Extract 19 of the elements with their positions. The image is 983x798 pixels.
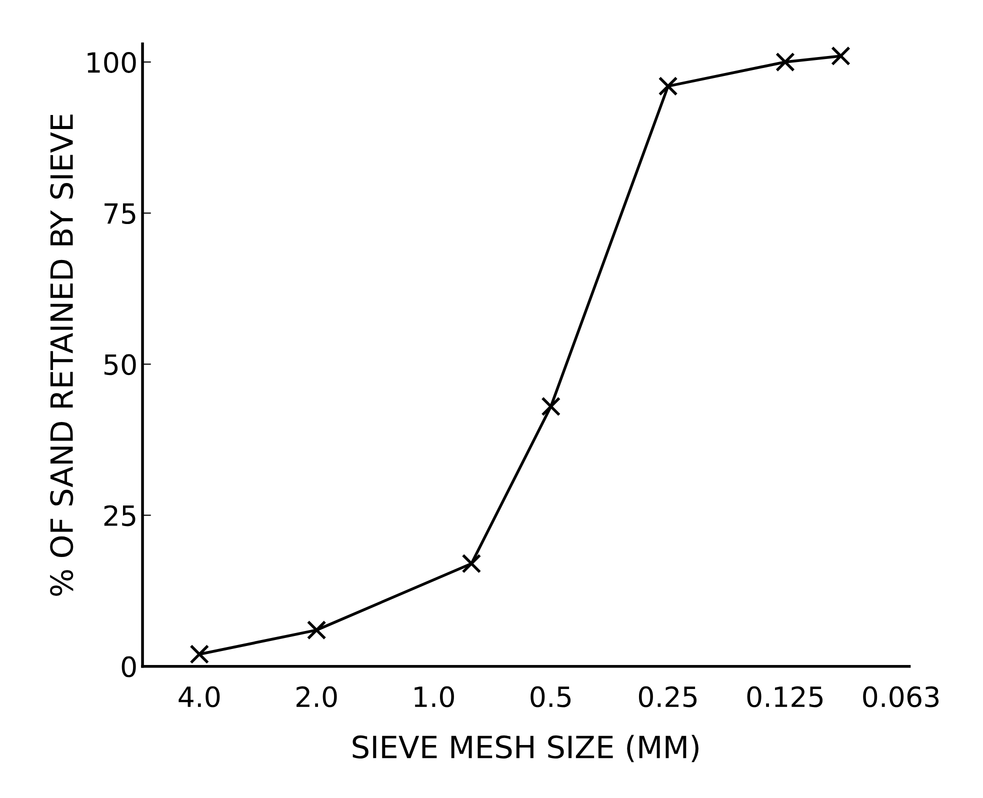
point bbox=[658, 76, 678, 96]
y-tick-label: 50 bbox=[104, 354, 136, 376]
x-tick-label: 2.0 bbox=[296, 686, 337, 708]
point bbox=[306, 620, 326, 640]
point bbox=[190, 644, 210, 664]
x-tick-label: 0.125 bbox=[747, 686, 823, 708]
y-tick-label: 75 bbox=[104, 203, 136, 224]
x-tick-label: 4.0 bbox=[178, 686, 220, 708]
y-tick-label: 0 bbox=[122, 656, 136, 678]
point bbox=[775, 52, 795, 72]
x-tick-label: 1.0 bbox=[414, 686, 454, 708]
y-tick-label: 25 bbox=[104, 505, 136, 526]
y-tick-label: 100 bbox=[88, 52, 136, 73]
point bbox=[541, 396, 561, 416]
x-axis-title: SIEVE MESH SIZE (MM) bbox=[352, 734, 698, 762]
x-tick-label: 0.5 bbox=[530, 686, 571, 708]
x-tick-label: 0.063 bbox=[863, 686, 939, 708]
y-axis-title: % OF SAND RETAINED BY SIEVE bbox=[50, 114, 74, 596]
x-tick-label: 0.25 bbox=[638, 686, 697, 708]
